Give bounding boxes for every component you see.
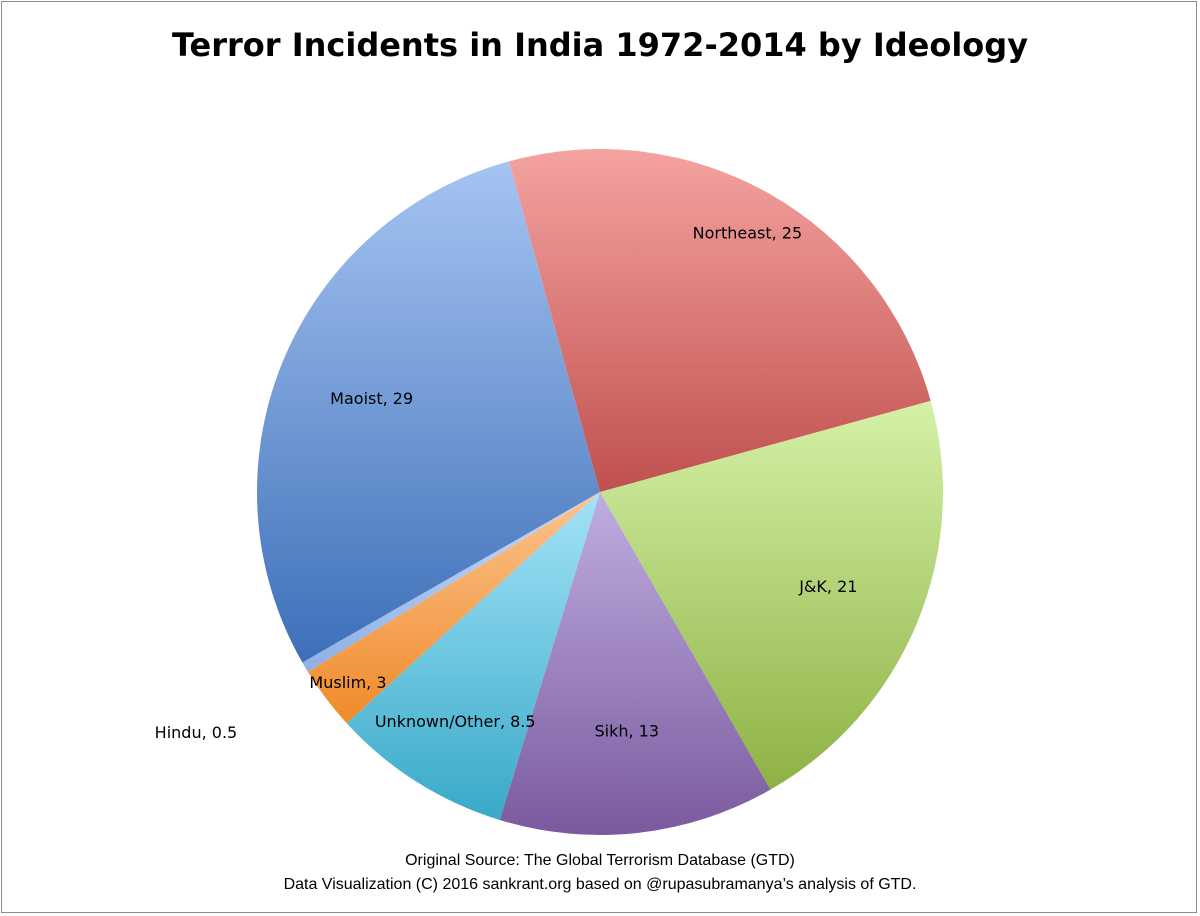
pie-slices bbox=[256, 149, 943, 835]
pie-slice-northeast bbox=[508, 149, 931, 493]
pie-slice-hindu bbox=[302, 492, 600, 672]
chart-title: Terror Incidents in India 1972-2014 by I… bbox=[171, 26, 1029, 64]
pie-label-j-k: J&K, 21 bbox=[798, 577, 857, 596]
pie-label-unknown-other: Unknown/Other, 8.5 bbox=[375, 712, 536, 731]
pie-slice-maoist bbox=[256, 161, 600, 663]
pie-slice-sikh bbox=[499, 492, 771, 835]
pie-label-northeast: Northeast, 25 bbox=[693, 224, 803, 243]
credit-note: Data Visualization (C) 2016 sankrant.org… bbox=[283, 876, 917, 893]
pie-slice-muslim bbox=[307, 492, 600, 724]
pie-label-maoist: Maoist, 29 bbox=[330, 389, 413, 408]
pie-label-sikh: Sikh, 13 bbox=[594, 722, 659, 741]
source-note: Original Source: The Global Terrorism Da… bbox=[405, 852, 795, 869]
pie-slice-j-k bbox=[600, 400, 943, 790]
pie-label-muslim: Muslim, 3 bbox=[309, 673, 386, 692]
pie-slice-unknown-other bbox=[346, 492, 600, 821]
pie-labels: Northeast, 25 J&K, 21 Sikh, 13 Unknown/Othe… bbox=[155, 224, 858, 742]
pie-label-hindu: Hindu, 0.5 bbox=[155, 723, 238, 742]
